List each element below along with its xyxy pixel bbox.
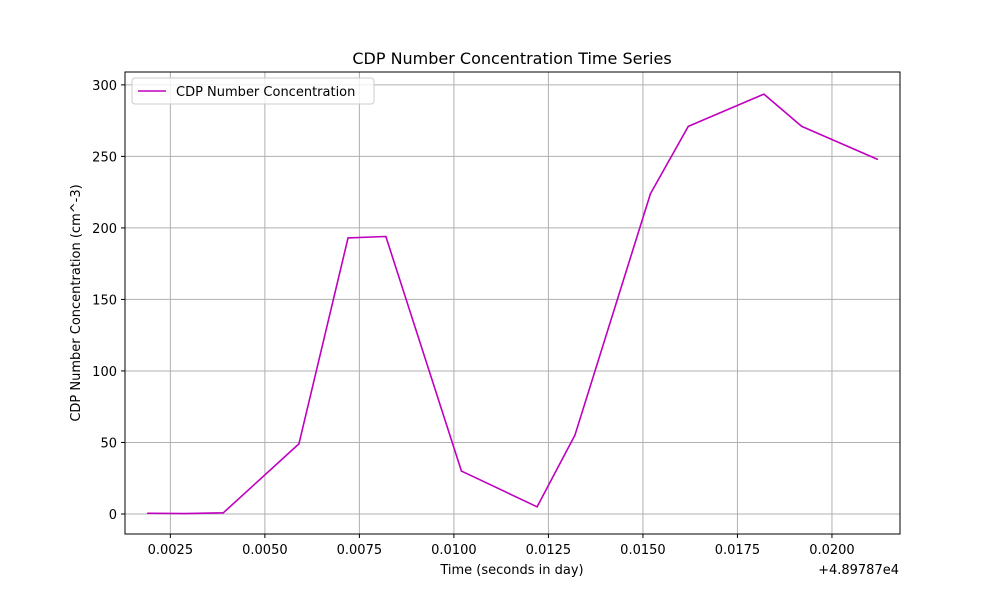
legend-label: CDP Number Concentration bbox=[176, 85, 355, 100]
chart-title: CDP Number Concentration Time Series bbox=[352, 49, 671, 68]
y-tick-label: 100 bbox=[92, 365, 117, 380]
data-point bbox=[574, 434, 576, 437]
data-point bbox=[298, 443, 300, 445]
x-tick-label: 0.0100 bbox=[431, 543, 477, 558]
data-point bbox=[763, 93, 765, 95]
x-tick-label: 0.0150 bbox=[620, 543, 666, 558]
y-tick-label: 200 bbox=[92, 222, 117, 237]
y-axis-ticks: 0 50 100 150 200 250 300 bbox=[92, 79, 125, 523]
x-tick-label: 0.0200 bbox=[809, 543, 855, 558]
data-point bbox=[536, 506, 538, 508]
y-tick-label: 0 bbox=[109, 508, 117, 523]
data-point bbox=[649, 192, 652, 195]
x-tick-label: 0.0050 bbox=[242, 543, 288, 558]
y-tick-label: 50 bbox=[100, 436, 117, 451]
data-point bbox=[460, 470, 463, 472]
x-tick-label: 0.0125 bbox=[526, 543, 572, 558]
data-point bbox=[184, 512, 187, 515]
data-point bbox=[876, 158, 879, 161]
x-tick-label: 0.0075 bbox=[337, 543, 383, 558]
y-axis-label: CDP Number Concentration (cm^-3) bbox=[69, 184, 84, 421]
grid bbox=[125, 72, 900, 534]
legend: CDP Number Concentration bbox=[131, 77, 375, 105]
plot-frame bbox=[124, 71, 901, 535]
y-tick-label: 300 bbox=[92, 79, 117, 94]
y-tick-label: 250 bbox=[92, 150, 117, 165]
x-tick-label: 0.0175 bbox=[715, 543, 761, 558]
series-line bbox=[147, 93, 878, 515]
series-lines bbox=[146, 93, 879, 515]
data-point bbox=[146, 512, 149, 515]
legend-box bbox=[131, 77, 375, 105]
y-tick-label: 150 bbox=[92, 293, 117, 308]
x-tick-label: 0.0025 bbox=[148, 543, 194, 558]
data-point bbox=[347, 237, 349, 239]
data-point bbox=[222, 512, 225, 514]
x-axis-label: Time (seconds in day) bbox=[439, 563, 583, 578]
data-point bbox=[800, 125, 803, 128]
x-axis-offset-label: +4.89787e4 bbox=[818, 563, 899, 578]
x-axis-ticks: 0.0025 0.0050 0.0075 0.0100 0.0125 0.0150 0.01… bbox=[148, 534, 855, 558]
data-point bbox=[687, 125, 690, 128]
data-point bbox=[385, 235, 387, 238]
